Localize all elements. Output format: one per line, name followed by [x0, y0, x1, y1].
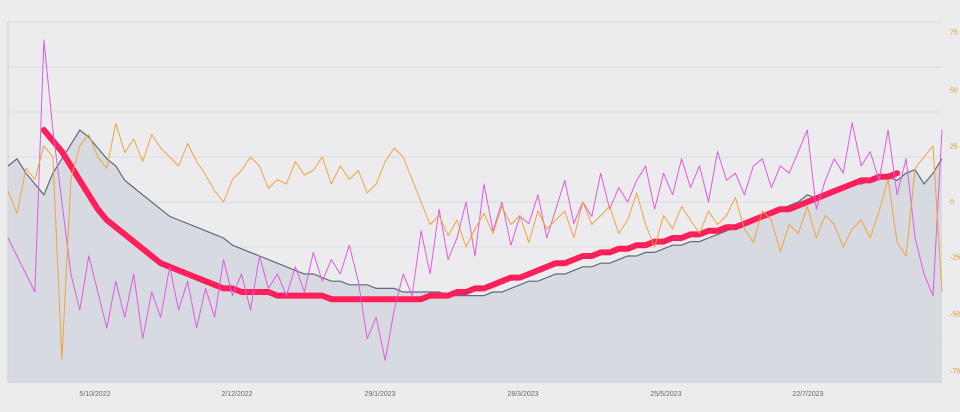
x-tick-label: 5/10/2022: [79, 391, 110, 398]
right-tick-label: 75: [950, 30, 958, 37]
series-line-2: [7, 39, 943, 361]
series-line-3: [7, 122, 943, 360]
x-tick-label: 29/1/2023: [364, 391, 395, 398]
right-tick-label: 50: [950, 88, 958, 95]
right-tick-label: 25: [950, 144, 958, 151]
right-tick-label: 0: [950, 200, 954, 207]
right-tick-label: -50: [950, 312, 960, 319]
right-axis-ticks: 75 50 25 0 -25 -50 -75: [950, 30, 960, 376]
x-tick-label: 22/7/2023: [792, 391, 823, 398]
right-tick-label: -75: [950, 369, 960, 376]
x-tick-label: 28/3/2023: [507, 391, 538, 398]
right-tick-label: -25: [950, 255, 960, 262]
x-tick-label: 2/12/2022: [221, 391, 252, 398]
series-line-1: [40, 127, 901, 303]
series-area-0: [8, 130, 942, 382]
line-series: [7, 39, 943, 361]
x-axis-ticks: 5/10/2022 2/12/2022 29/1/2023 28/3/2023 25/5…: [79, 391, 823, 398]
x-tick-label: 25/5/2023: [650, 391, 681, 398]
